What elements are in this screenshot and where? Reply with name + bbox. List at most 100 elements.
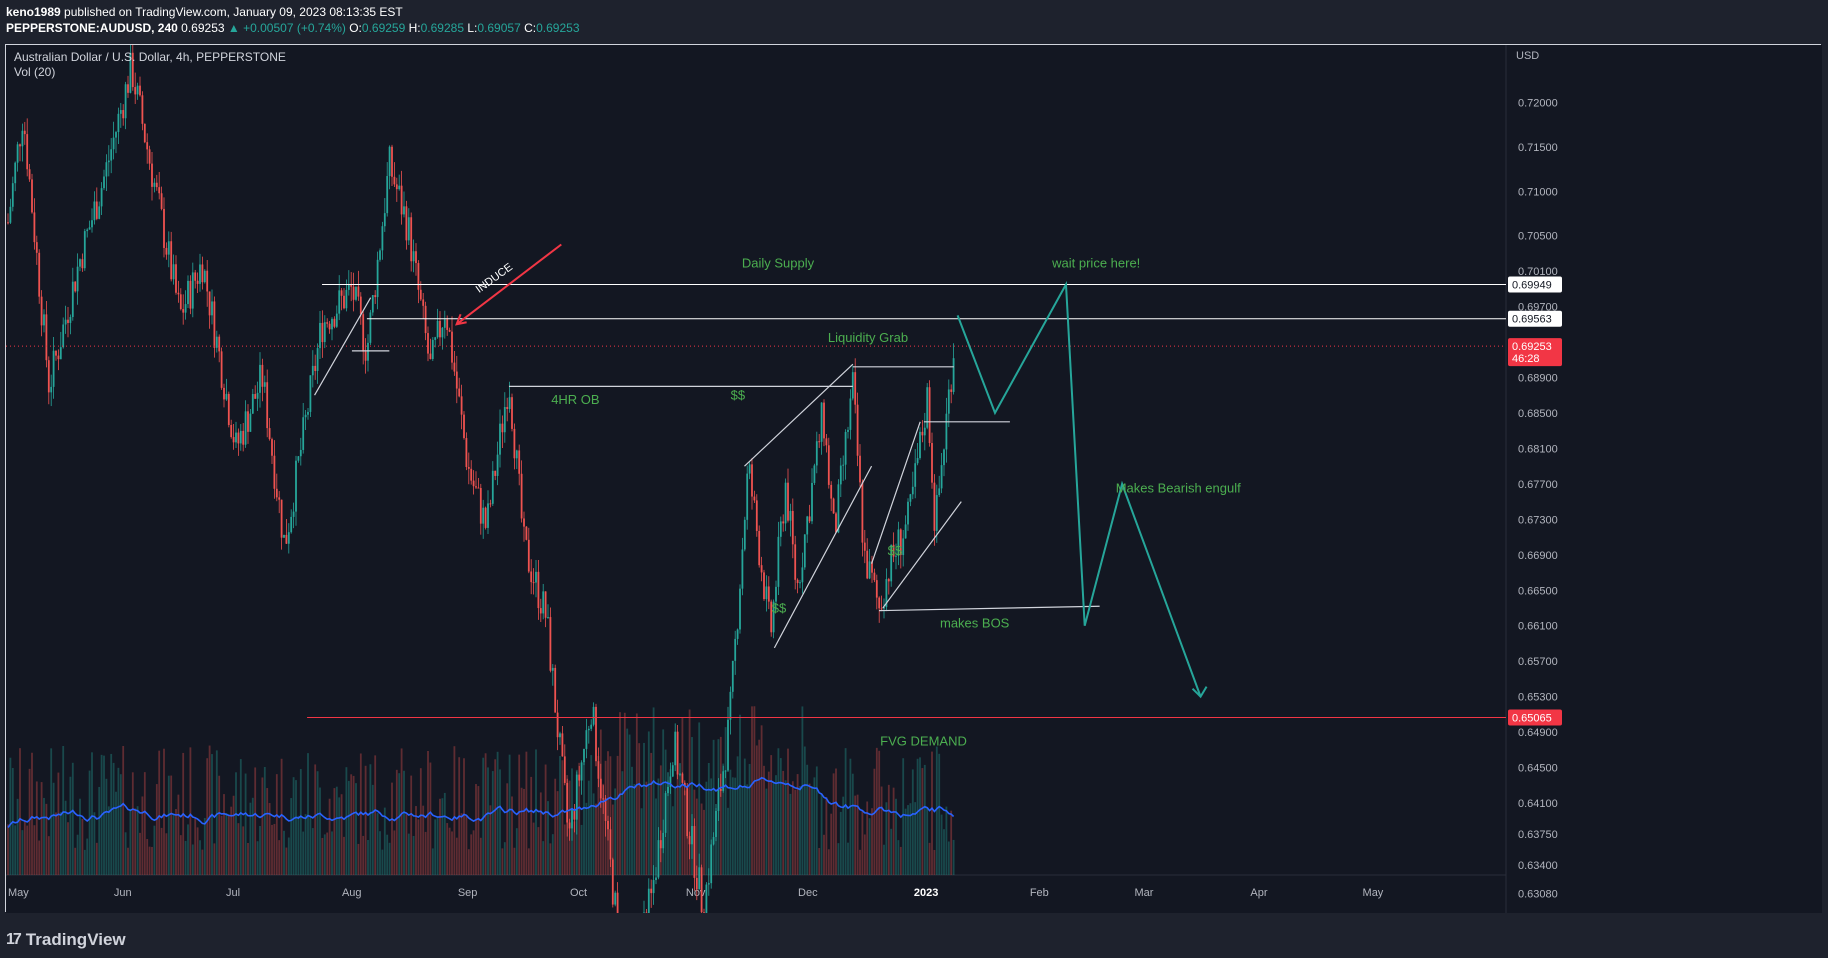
volume-bar [47, 836, 50, 875]
volume-bar [352, 775, 355, 875]
volume-bar [446, 823, 449, 875]
volume-bar [931, 751, 933, 875]
y-tick-label: 0.66900 [1518, 550, 1558, 562]
candle-body [890, 544, 893, 582]
candle-body [295, 460, 297, 512]
volume-bar [952, 839, 955, 875]
volume-bar [400, 748, 403, 875]
volume-bar [482, 757, 485, 875]
candle-body [412, 251, 415, 262]
candle-body [823, 402, 825, 439]
candle-body [681, 773, 684, 783]
candle-body [477, 487, 480, 489]
volume-bar [71, 762, 74, 875]
volume-bar [844, 748, 847, 875]
chart-frame[interactable]: USD 0.72000 0.71500 0.71000 0.70500 0.70100 0.… [5, 44, 1822, 913]
volume-bar [717, 739, 720, 875]
y-tick-label: 0.65300 [1518, 692, 1558, 704]
volume-bar [779, 758, 782, 875]
candle-body [223, 387, 225, 400]
volume-bar [107, 806, 110, 875]
candle-body [523, 518, 525, 527]
volume-bar [134, 808, 137, 875]
volume-bar [753, 706, 756, 875]
volume-bar [124, 832, 127, 875]
candle-body [556, 712, 559, 738]
volume-bar [55, 812, 57, 875]
candle-body [511, 397, 513, 429]
volume-bar [767, 771, 770, 875]
tradingview-logo-icon: 17 [6, 931, 22, 948]
candle-body [146, 142, 149, 150]
volume-bar [465, 815, 468, 875]
candle-body [712, 836, 715, 845]
candle-body [415, 251, 417, 264]
volume-bar [609, 756, 612, 875]
change-value: ▲ +0.00507 (+0.74%) [227, 21, 346, 35]
volume-bar [830, 813, 833, 875]
candle-body [535, 571, 537, 583]
candle-body [832, 498, 835, 514]
volume-bar [559, 756, 561, 875]
candle-body [854, 372, 857, 405]
candle-body [616, 892, 619, 913]
candle-body [751, 464, 753, 497]
candle-body [933, 482, 936, 531]
volume-bar [76, 834, 79, 875]
candle-body [278, 497, 281, 500]
volume-bar [899, 846, 902, 875]
y-tick-label: 0.63080 [1518, 888, 1558, 900]
candle-body [895, 555, 897, 557]
candle-body [182, 309, 185, 313]
volume-bar [323, 834, 326, 875]
volume-bar [23, 820, 26, 875]
candle-body [398, 185, 401, 190]
volume-bar [436, 816, 439, 875]
candle-body [883, 607, 885, 609]
price-chart[interactable]: USD0.720000.715000.710000.705000.701000.… [6, 45, 1822, 913]
candle-body [422, 299, 425, 306]
volume-bar [892, 787, 895, 875]
candle-body [304, 414, 307, 418]
volume-bar [513, 847, 516, 875]
candle-body [710, 844, 713, 884]
candle-body [928, 387, 931, 444]
candle-body [583, 748, 585, 763]
volume-bar [647, 731, 650, 875]
candle-body [369, 312, 372, 343]
candle-body [225, 393, 228, 400]
volume-bar [213, 843, 216, 875]
volume-bar [235, 772, 237, 875]
candle-body [175, 264, 177, 293]
candle-body [297, 456, 300, 461]
candle-body [892, 544, 895, 557]
candle-body [479, 488, 482, 524]
candle-body [503, 406, 506, 433]
candle-body [230, 424, 233, 438]
candle-body [35, 242, 38, 253]
y-tick-label: 0.65700 [1518, 656, 1558, 668]
volume-bar [890, 828, 893, 875]
candle-body [314, 365, 317, 371]
volume-bar [573, 821, 576, 875]
volume-bar [232, 795, 235, 875]
volume-bar [943, 829, 945, 875]
volume-bar [321, 837, 324, 875]
volume-bar [827, 849, 830, 875]
candle-body [57, 355, 60, 360]
candle-body [573, 810, 576, 820]
y-tick-label: 0.63400 [1518, 860, 1558, 872]
volume-bar [866, 801, 869, 875]
volume-bar [686, 791, 689, 875]
candle-body [729, 691, 732, 720]
volume-bar [311, 828, 314, 875]
candle-body [554, 667, 557, 713]
x-tick-label: May [1363, 887, 1384, 899]
volume-bar [950, 810, 953, 875]
volume-bar [230, 806, 233, 875]
volume-bar [820, 793, 823, 875]
volume-bar [563, 824, 566, 875]
candle-body [856, 404, 859, 456]
volume-bar [772, 783, 775, 875]
author[interactable]: keno1989 [6, 5, 61, 19]
